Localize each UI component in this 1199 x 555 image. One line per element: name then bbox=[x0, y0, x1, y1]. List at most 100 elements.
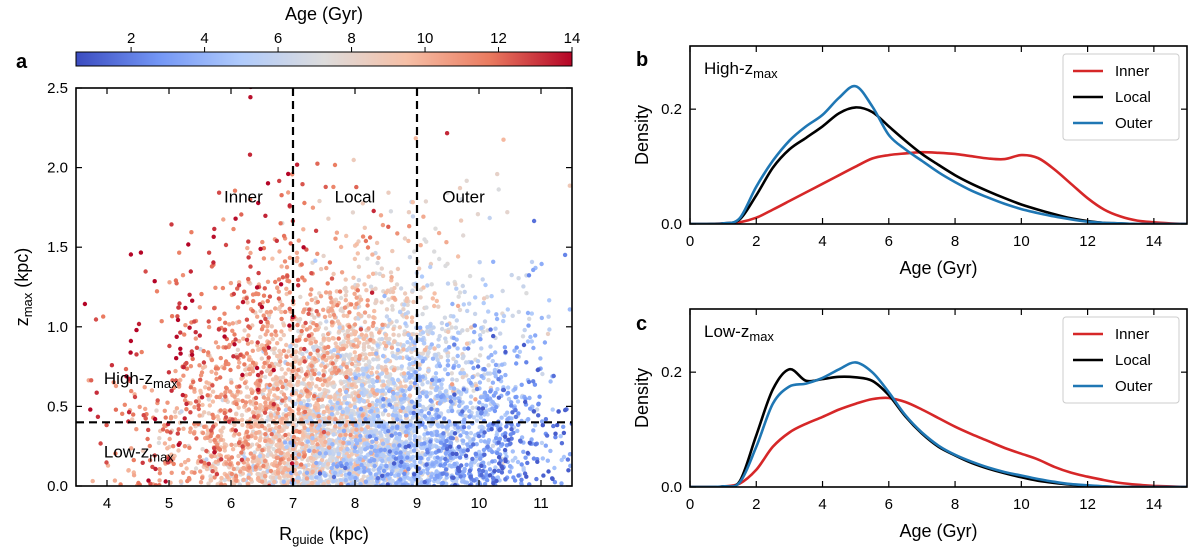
scatter-point bbox=[336, 451, 341, 457]
scatter-point bbox=[355, 251, 360, 256]
scatter-point bbox=[346, 441, 352, 446]
scatter-point bbox=[283, 403, 289, 408]
scatter-point bbox=[273, 329, 278, 334]
scatter-point bbox=[219, 475, 224, 481]
scatter-point bbox=[437, 256, 442, 262]
scatter-point bbox=[501, 137, 506, 142]
scatter-point bbox=[335, 349, 341, 355]
scatter-point bbox=[279, 193, 284, 198]
scatter-point bbox=[516, 473, 521, 478]
scatter-point bbox=[274, 415, 279, 420]
scatter-point bbox=[294, 372, 299, 377]
scatter-point bbox=[204, 448, 209, 454]
scatter-point bbox=[348, 432, 353, 438]
scatter-point bbox=[343, 277, 348, 282]
scatter-point bbox=[540, 456, 545, 461]
scatter-point bbox=[384, 314, 390, 319]
scatter-point bbox=[275, 470, 281, 475]
scatter-point bbox=[210, 412, 215, 417]
scatter-point bbox=[364, 288, 369, 293]
scatter-point bbox=[420, 390, 425, 395]
scatter-point bbox=[356, 264, 362, 269]
scatter-point bbox=[424, 305, 429, 310]
scatter-point bbox=[296, 329, 301, 334]
scatter-point bbox=[437, 378, 442, 383]
scatter-point bbox=[315, 481, 321, 486]
scatter-point bbox=[314, 475, 319, 480]
scatter-point bbox=[309, 363, 314, 368]
scatter-point bbox=[200, 475, 205, 480]
scatter-point bbox=[305, 402, 310, 408]
scatter-point bbox=[485, 444, 490, 449]
scatter-point bbox=[408, 380, 413, 385]
scatter-point bbox=[515, 428, 520, 434]
scatter-point bbox=[191, 431, 197, 436]
scatter-point bbox=[457, 399, 462, 404]
scatter-point bbox=[344, 374, 349, 380]
scatter-point bbox=[471, 365, 476, 371]
scatter-point bbox=[417, 397, 422, 403]
scatter-point bbox=[404, 424, 409, 429]
scatter-point bbox=[112, 478, 118, 483]
scatter-point bbox=[307, 307, 312, 312]
scatter-point bbox=[301, 478, 306, 483]
scatter-point bbox=[471, 437, 476, 442]
scatter-point bbox=[353, 391, 358, 396]
scatter-point bbox=[443, 336, 448, 341]
scatter-point bbox=[233, 473, 239, 479]
panel-letter-a: a bbox=[16, 51, 28, 73]
scatter-point bbox=[321, 373, 326, 378]
scatter-point bbox=[433, 371, 439, 376]
scatter-point bbox=[523, 455, 528, 460]
scatter-point bbox=[438, 463, 443, 468]
scatter-point bbox=[257, 438, 262, 443]
scatter-point bbox=[381, 397, 386, 402]
scatter-point bbox=[380, 273, 386, 279]
scatter-point bbox=[438, 354, 444, 360]
scatter-point bbox=[407, 362, 412, 367]
scatter-point bbox=[479, 410, 484, 415]
scatter-point bbox=[485, 478, 490, 483]
scatter-point bbox=[223, 390, 228, 395]
scatter-point bbox=[180, 273, 186, 278]
scatter-point bbox=[470, 405, 475, 410]
scatter-point bbox=[548, 448, 553, 454]
scatter-point bbox=[448, 440, 454, 445]
scatter-point bbox=[474, 386, 480, 392]
scatter-point bbox=[409, 399, 414, 404]
scatter-point bbox=[521, 467, 526, 473]
scatter-point bbox=[335, 400, 340, 406]
scatter-point bbox=[366, 374, 371, 379]
scatter-point bbox=[188, 426, 193, 431]
scatter-point bbox=[261, 293, 267, 298]
scatter-point bbox=[218, 408, 223, 413]
scatter-point bbox=[204, 457, 209, 462]
scatter-point bbox=[209, 369, 214, 374]
scatter-point bbox=[287, 396, 292, 401]
scatter-point bbox=[370, 380, 376, 385]
scatter-point bbox=[282, 259, 288, 264]
scatter-point bbox=[293, 343, 299, 348]
scatter-point bbox=[232, 422, 237, 428]
scatter-point bbox=[206, 319, 211, 324]
scatter-point bbox=[273, 425, 279, 431]
scatter-point bbox=[321, 307, 326, 312]
scatter-point bbox=[373, 428, 379, 433]
scatter-point bbox=[301, 324, 306, 329]
scatter-point bbox=[278, 337, 283, 342]
scatter-point bbox=[397, 309, 403, 315]
scatter-point bbox=[257, 453, 263, 459]
scatter-point bbox=[261, 463, 266, 469]
scatter-point bbox=[272, 479, 277, 485]
scatter-point bbox=[308, 475, 314, 480]
scatter-point bbox=[346, 333, 351, 339]
scatter-point bbox=[438, 411, 444, 416]
scatter-point bbox=[432, 381, 437, 387]
scatter-point bbox=[376, 424, 382, 429]
scatter-point bbox=[218, 355, 223, 361]
scatter-point bbox=[435, 357, 440, 363]
scatter-point bbox=[267, 388, 272, 393]
scatter-point bbox=[433, 226, 438, 231]
scatter-point bbox=[324, 319, 329, 324]
scatter-point bbox=[537, 394, 542, 399]
